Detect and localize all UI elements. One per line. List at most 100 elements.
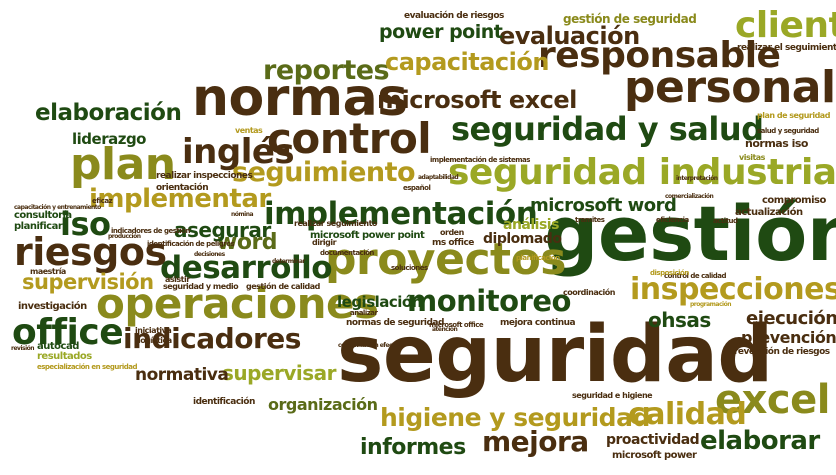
cloud-word: prevención de riesgos [728, 347, 830, 357]
cloud-word: operaciones [96, 279, 379, 328]
cloud-word: realizar seguimiento [294, 219, 377, 228]
cloud-word: microsoft power [612, 450, 697, 461]
cloud-word: microsoft excel [377, 86, 577, 114]
cloud-word: higiene y seguridad [380, 403, 650, 432]
cloud-word: visitas [739, 153, 765, 162]
cloud-word: determinar [272, 258, 305, 265]
cloud-word: cliente [735, 5, 836, 46]
cloud-word: comunicación efectiva [338, 342, 403, 349]
cloud-word: resultados [37, 351, 92, 362]
cloud-word: normas [192, 68, 408, 128]
cloud-word: asistir [165, 275, 190, 284]
cloud-word: coordinación [563, 288, 615, 297]
cloud-word: capacitación [385, 48, 549, 76]
cloud-word: supervisar [222, 361, 337, 385]
cloud-word: analizar [350, 309, 378, 317]
cloud-word: salud y seguridad [757, 127, 819, 135]
cloud-word: investigación [18, 301, 87, 312]
cloud-word: inspecciones [630, 272, 836, 307]
cloud-word: iso [60, 205, 111, 243]
cloud-word: mejora [482, 425, 589, 458]
cloud-word: calidad [628, 397, 747, 432]
cloud-word: seguridad [337, 310, 773, 400]
cloud-word: legislación [337, 293, 422, 311]
cloud-word: disposición [650, 269, 689, 277]
cloud-word: autocad [37, 341, 79, 352]
cloud-word: asegurar [174, 218, 271, 242]
cloud-word: indicadores [123, 322, 301, 355]
cloud-word: mejora continua [500, 318, 576, 328]
cloud-word: eficaz [92, 197, 113, 205]
cloud-word: monitoreo [407, 284, 571, 318]
cloud-word: nómina [231, 211, 254, 218]
cloud-word: indicadores de gestión [111, 227, 190, 235]
cloud-word: eficiencia [656, 216, 689, 224]
cloud-word: dirigir [312, 238, 337, 247]
cloud-word: microsoft power point [310, 230, 425, 241]
cloud-word: programación [690, 301, 732, 308]
cloud-word: planificación [516, 254, 560, 262]
cloud-word: español [403, 184, 431, 192]
cloud-word: proyectos [325, 234, 566, 285]
cloud-word: word [217, 230, 278, 255]
cloud-word: revisión [11, 345, 35, 352]
cloud-word: planificar [14, 221, 63, 232]
cloud-word: microsoft office [429, 321, 484, 329]
cloud-word: especialización en seguridad [37, 363, 138, 371]
cloud-word: análisis [503, 217, 559, 233]
cloud-word: excel [715, 377, 830, 423]
cloud-word: organización [268, 395, 378, 414]
cloud-word: evaluación [499, 22, 640, 50]
cloud-word: desarrollo [160, 250, 333, 286]
cloud-word: tramites [575, 216, 605, 224]
cloud-word: adaptabilidad [418, 174, 459, 181]
cloud-word: soluciones [391, 264, 428, 272]
cloud-word: evaluación de riesgos [404, 11, 504, 21]
cloud-word: actualización [735, 207, 803, 218]
cloud-word: implementación [264, 196, 538, 232]
cloud-word: control [267, 114, 432, 163]
cloud-word: seguridad industrial [448, 152, 836, 193]
cloud-word: office [12, 312, 124, 353]
cloud-word: reportes [263, 55, 390, 86]
cloud-word: supervisión [22, 270, 154, 294]
cloud-word: atención [432, 326, 458, 333]
cloud-word: comercialización [665, 193, 714, 200]
cloud-word: gestión de calidad [246, 282, 320, 291]
cloud-word: informes [360, 435, 466, 460]
cloud-word: plan [70, 139, 176, 190]
cloud-word: inglés [182, 132, 295, 172]
cloud-word: prevención [741, 328, 836, 347]
cloud-word: normativa [135, 365, 229, 385]
cloud-word: ventas [235, 126, 263, 135]
cloud-word: orden [440, 228, 464, 237]
cloud-word: liderazgo [72, 130, 147, 148]
cloud-word: decisiones [194, 251, 225, 258]
cloud-word: diplomado [483, 231, 562, 247]
cloud-word: control de calidad [664, 272, 727, 280]
cloud-word: seguridad e higiene [572, 391, 653, 400]
cloud-word: implementación de sistemas [430, 156, 530, 164]
cloud-word: power point [379, 21, 503, 43]
cloud-word: ohsas [648, 308, 711, 332]
cloud-word: logística [138, 336, 172, 345]
cloud-word: plan de seguridad [757, 111, 830, 120]
cloud-word: ejecución [746, 308, 836, 329]
cloud-word: microsoft word [530, 195, 677, 216]
cloud-word: producción [108, 233, 141, 240]
cloud-word: orientación [156, 183, 209, 193]
cloud-word: responsable [538, 35, 781, 76]
cloud-word: proactividad [606, 432, 700, 448]
cloud-word: personal [624, 62, 836, 113]
cloud-word: gestión [544, 189, 836, 278]
cloud-word: gestión de seguridad [563, 12, 697, 26]
cloud-word: riesgos [14, 230, 167, 274]
cloud-word: actitud [713, 217, 738, 225]
cloud-word: seguimiento [232, 157, 416, 188]
cloud-word: normas iso [745, 137, 808, 150]
cloud-word: normas de seguridad [346, 318, 444, 328]
cloud-word: interpretación [676, 175, 718, 182]
cloud-word: ms office [432, 238, 474, 248]
cloud-word: maestría [30, 267, 66, 276]
